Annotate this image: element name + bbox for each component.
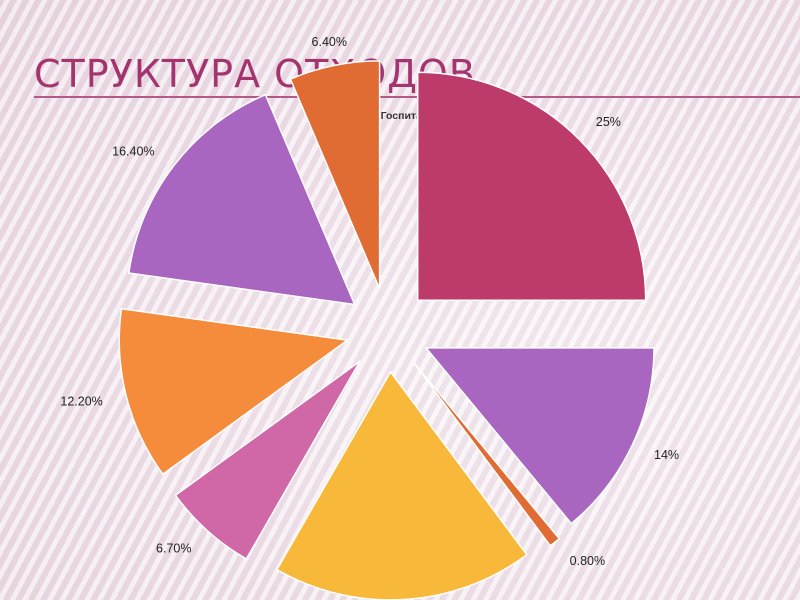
pie-slice xyxy=(416,71,647,302)
slice-label: 0.80% xyxy=(570,554,605,568)
slice-label: 25% xyxy=(596,115,621,129)
slice-label: 14% xyxy=(654,448,679,462)
slide-title: СТРУКТУРА ОТХОДОВ xyxy=(34,52,476,96)
pie-slice xyxy=(174,360,361,560)
slice-label: 6.40% xyxy=(312,35,347,49)
pie-slice xyxy=(289,60,381,290)
pie-slice xyxy=(424,347,655,525)
pie-slice xyxy=(118,307,350,476)
slice-label: 16.40% xyxy=(112,144,154,158)
slice-label: 6.70% xyxy=(156,542,191,556)
pie-slice xyxy=(127,93,356,306)
pie-slice xyxy=(413,362,561,547)
slice-label: 12.20% xyxy=(60,394,102,408)
